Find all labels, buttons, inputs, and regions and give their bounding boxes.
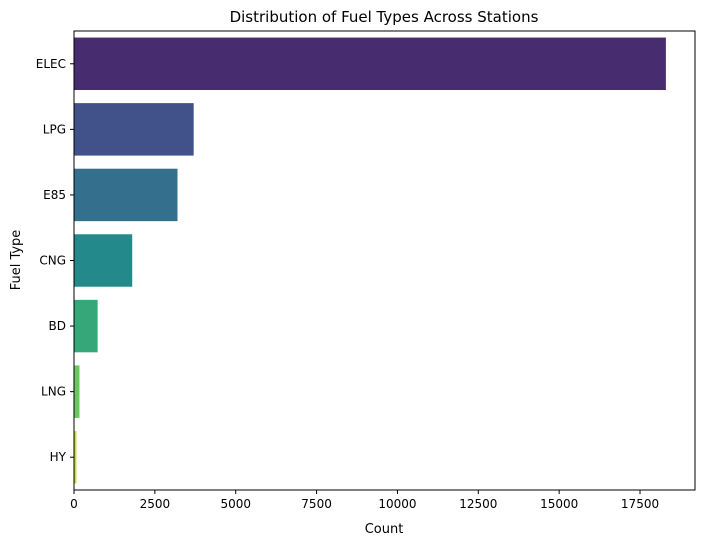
chart-title: Distribution of Fuel Types Across Statio…: [230, 8, 539, 26]
bar-lpg: [74, 103, 194, 156]
y-tick-label: CNG: [39, 254, 66, 268]
bar-elec: [74, 37, 666, 91]
y-tick-label: LPG: [43, 122, 66, 136]
bar-bd: [74, 299, 98, 353]
plot-frame: [73, 30, 696, 491]
bar-hy: [74, 430, 77, 484]
bar-cng: [74, 234, 133, 287]
y-tick-label: HY: [50, 450, 67, 464]
bars-layer: [74, 37, 666, 484]
x-axis-label: Count: [365, 522, 404, 537]
y-tick-label: E85: [43, 188, 66, 202]
x-tick-label: 15000: [540, 497, 578, 511]
y-axis-ticks: ELEC LPG E85 CNG BD LNG HY: [36, 57, 74, 464]
y-tick-label: ELEC: [36, 57, 66, 71]
x-tick-label: 7500: [301, 497, 332, 511]
x-tick-label: 2500: [140, 497, 171, 511]
x-tick-label: 10000: [378, 497, 416, 511]
y-axis-label: Fuel Type: [9, 230, 24, 291]
bar-e85: [74, 168, 178, 222]
x-axis-ticks: 0 2500 5000 7500 10000 12500 15000 17500: [70, 490, 659, 511]
x-tick-label: 12500: [459, 497, 497, 511]
y-tick-label: LNG: [41, 385, 66, 399]
bar-lng: [74, 365, 80, 418]
x-tick-label: 5000: [220, 497, 251, 511]
y-tick-label: BD: [49, 319, 66, 333]
x-tick-label: 17500: [621, 497, 659, 511]
x-tick-label: 0: [70, 497, 78, 511]
